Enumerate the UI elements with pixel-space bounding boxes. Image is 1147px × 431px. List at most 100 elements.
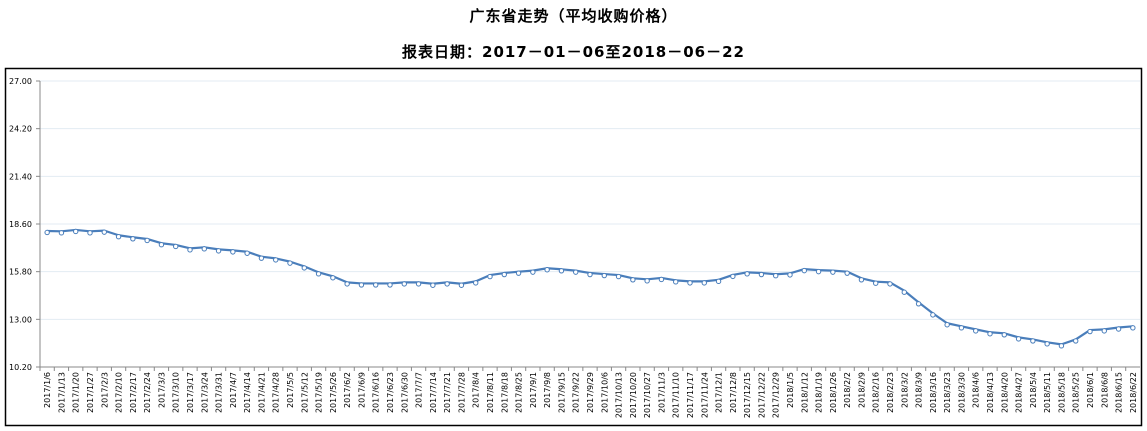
- x-tick-label: 2017/9/8: [543, 372, 552, 408]
- data-point: [430, 282, 436, 288]
- data-point: [144, 237, 150, 244]
- x-tick-label: 2017/12/1: [715, 372, 724, 413]
- x-tick-label: 2017/6/16: [372, 372, 381, 413]
- x-tick-label: 2017/1/6: [43, 372, 52, 408]
- data-point: [258, 255, 265, 261]
- x-tick-label: 2017/3/3: [157, 372, 166, 408]
- x-tick-label: 2017/4/21: [257, 372, 266, 413]
- data-point: [44, 229, 50, 236]
- x-tick-label: 2017/2/17: [129, 372, 138, 413]
- x-tick-label: 2017/8/11: [486, 372, 495, 413]
- data-point: [330, 275, 336, 281]
- data-point: [658, 276, 665, 283]
- x-tick-label: 2017/3/24: [200, 372, 209, 413]
- chart-subtitle: 报表日期：2017－01－06至2018－06－22: [402, 43, 745, 61]
- data-point: [1030, 338, 1036, 344]
- data-point: [844, 270, 850, 276]
- series-line: [47, 228, 1133, 346]
- data-point: [715, 278, 722, 285]
- data-point: [201, 246, 207, 252]
- data-point: [244, 250, 250, 256]
- x-tick-label: 2017/6/2: [343, 372, 352, 408]
- x-tick-label: 2017/11/10: [672, 372, 681, 418]
- x-tick-label: 2018/4/27: [1015, 372, 1024, 413]
- data-point: [615, 273, 622, 280]
- data-point: [758, 271, 765, 278]
- data-point: [1130, 325, 1136, 331]
- x-tick-label: 2018/3/23: [943, 372, 952, 413]
- data-point: [358, 282, 365, 288]
- x-tick-label: 2017/8/18: [500, 372, 509, 413]
- x-tick-label: 2017/7/28: [457, 372, 466, 413]
- data-point: [573, 269, 579, 275]
- x-tick-label: 2017/9/22: [572, 372, 581, 413]
- data-point: [815, 268, 822, 275]
- x-tick-label: 2018/2/23: [886, 372, 895, 413]
- x-tick-label: 2017/4/28: [272, 372, 281, 413]
- data-point: [958, 325, 965, 331]
- x-tick-label: 2017/11/17: [686, 372, 695, 418]
- x-tick-label: 2017/6/23: [386, 372, 395, 413]
- data-point: [701, 280, 707, 286]
- data-point: [130, 236, 136, 242]
- data-point: [544, 267, 550, 273]
- data-point: [458, 282, 465, 288]
- data-point: [473, 280, 479, 286]
- x-tick-label: 2017/7/21: [443, 372, 452, 413]
- x-tick-label: 2018/6/8: [1100, 372, 1109, 408]
- data-point: [401, 281, 407, 287]
- x-tick-label: 2018/1/12: [800, 372, 809, 413]
- data-point: [558, 268, 565, 274]
- x-tick-label: 2018/2/16: [872, 372, 881, 413]
- x-tick-label: 2018/2/9: [857, 372, 866, 408]
- data-point: [644, 278, 650, 284]
- data-point: [273, 257, 279, 263]
- x-tick-label: 2017/3/10: [172, 372, 181, 413]
- data-point: [901, 289, 907, 295]
- data-point: [730, 273, 736, 280]
- data-point: [744, 271, 750, 277]
- x-tick-label: 2018/1/5: [786, 372, 795, 408]
- data-point: [1073, 338, 1079, 344]
- x-tick-label: 2017/12/15: [743, 372, 752, 418]
- data-point: [887, 281, 893, 287]
- x-tick-label: 2017/10/20: [629, 372, 638, 418]
- data-point: [1044, 341, 1050, 347]
- data-point: [530, 269, 536, 275]
- x-tick-label: 2018/1/19: [815, 372, 824, 413]
- y-tick-label: 18.60: [9, 220, 32, 229]
- data-point: [1115, 326, 1122, 332]
- x-tick-label: 2018/5/18: [1057, 372, 1066, 413]
- x-tick-label: 2018/6/22: [1129, 372, 1138, 413]
- data-point: [301, 265, 307, 271]
- data-point: [930, 312, 936, 318]
- x-tick-label: 2017/7/7: [415, 372, 424, 408]
- data-point: [944, 322, 950, 328]
- data-point: [1015, 336, 1022, 342]
- data-point: [373, 282, 379, 288]
- y-tick-label: 13.00: [9, 315, 32, 324]
- x-tick-label: 2017/7/14: [429, 372, 438, 413]
- x-tick-label: 2018/3/30: [957, 372, 966, 413]
- y-tick-label: 10.20: [9, 363, 32, 372]
- data-point: [1058, 343, 1065, 349]
- x-tick-label: 2017/6/30: [400, 372, 409, 413]
- x-tick-label: 2017/2/24: [143, 372, 152, 413]
- x-tick-label: 2018/4/13: [986, 372, 995, 413]
- data-point: [287, 260, 293, 266]
- y-tick-label: 21.40: [9, 172, 32, 181]
- x-tick-label: 2017/9/15: [557, 372, 566, 413]
- x-tick-label: 2017/6/9: [357, 372, 366, 408]
- data-point: [973, 328, 979, 334]
- x-tick-label: 2017/8/25: [515, 372, 524, 413]
- x-tick-label: 2018/4/20: [1000, 372, 1009, 413]
- data-point: [987, 331, 993, 337]
- data-point: [630, 277, 636, 283]
- x-tick-label: 2017/12/22: [757, 372, 766, 418]
- x-tick-label: 2018/6/1: [1086, 372, 1095, 408]
- data-point: [873, 280, 879, 286]
- x-tick-label: 2018/3/2: [900, 372, 909, 408]
- data-point: [915, 301, 922, 307]
- x-tick-label: 2017/5/5: [286, 372, 295, 408]
- data-point: [344, 281, 350, 287]
